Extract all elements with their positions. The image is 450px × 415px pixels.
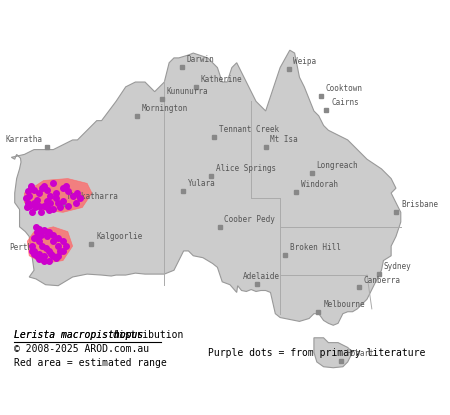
- Text: Adelaide: Adelaide: [243, 272, 279, 281]
- Text: Broken Hill: Broken Hill: [289, 243, 340, 252]
- Text: Lerista macropisthopus: Lerista macropisthopus: [14, 330, 143, 340]
- Text: © 2008-2025 AROD.com.au: © 2008-2025 AROD.com.au: [14, 344, 149, 354]
- Text: Alice Springs: Alice Springs: [216, 164, 276, 173]
- Text: Coober Pedy: Coober Pedy: [225, 215, 275, 224]
- Text: Cairns: Cairns: [331, 98, 359, 107]
- Text: Kununurra: Kununurra: [166, 87, 208, 96]
- Text: Sydney: Sydney: [383, 262, 411, 271]
- Text: Tennant Creek: Tennant Creek: [219, 124, 279, 134]
- Text: Hobart: Hobart: [346, 349, 374, 358]
- Text: Weipa: Weipa: [293, 57, 316, 66]
- Text: Mt Isa: Mt Isa: [270, 135, 298, 144]
- Text: Red area = estimated range: Red area = estimated range: [14, 358, 166, 368]
- Text: Windorah: Windorah: [301, 181, 338, 190]
- Text: Mornington: Mornington: [142, 104, 188, 113]
- Text: Cooktown: Cooktown: [326, 84, 363, 93]
- Text: Longreach: Longreach: [316, 161, 358, 170]
- Text: Meekatharra: Meekatharra: [68, 192, 119, 201]
- Polygon shape: [314, 338, 352, 368]
- Text: Yulara: Yulara: [188, 178, 216, 188]
- Text: Darwin: Darwin: [187, 55, 215, 64]
- Text: Karratha: Karratha: [5, 135, 42, 144]
- Text: Melbourne: Melbourne: [323, 300, 365, 309]
- Polygon shape: [27, 227, 72, 264]
- Text: Canberra: Canberra: [364, 276, 400, 285]
- Polygon shape: [11, 50, 401, 325]
- Text: Lerista macropisthopus: Lerista macropisthopus: [14, 330, 143, 340]
- Polygon shape: [24, 178, 92, 212]
- Text: Purple dots = from primary literature: Purple dots = from primary literature: [208, 349, 425, 359]
- Text: Katherine: Katherine: [201, 75, 243, 84]
- Text: Brisbane: Brisbane: [401, 200, 438, 209]
- Text: distribution: distribution: [107, 330, 183, 340]
- Text: Kalgoorlie: Kalgoorlie: [96, 232, 143, 241]
- Text: Perth: Perth: [9, 243, 33, 252]
